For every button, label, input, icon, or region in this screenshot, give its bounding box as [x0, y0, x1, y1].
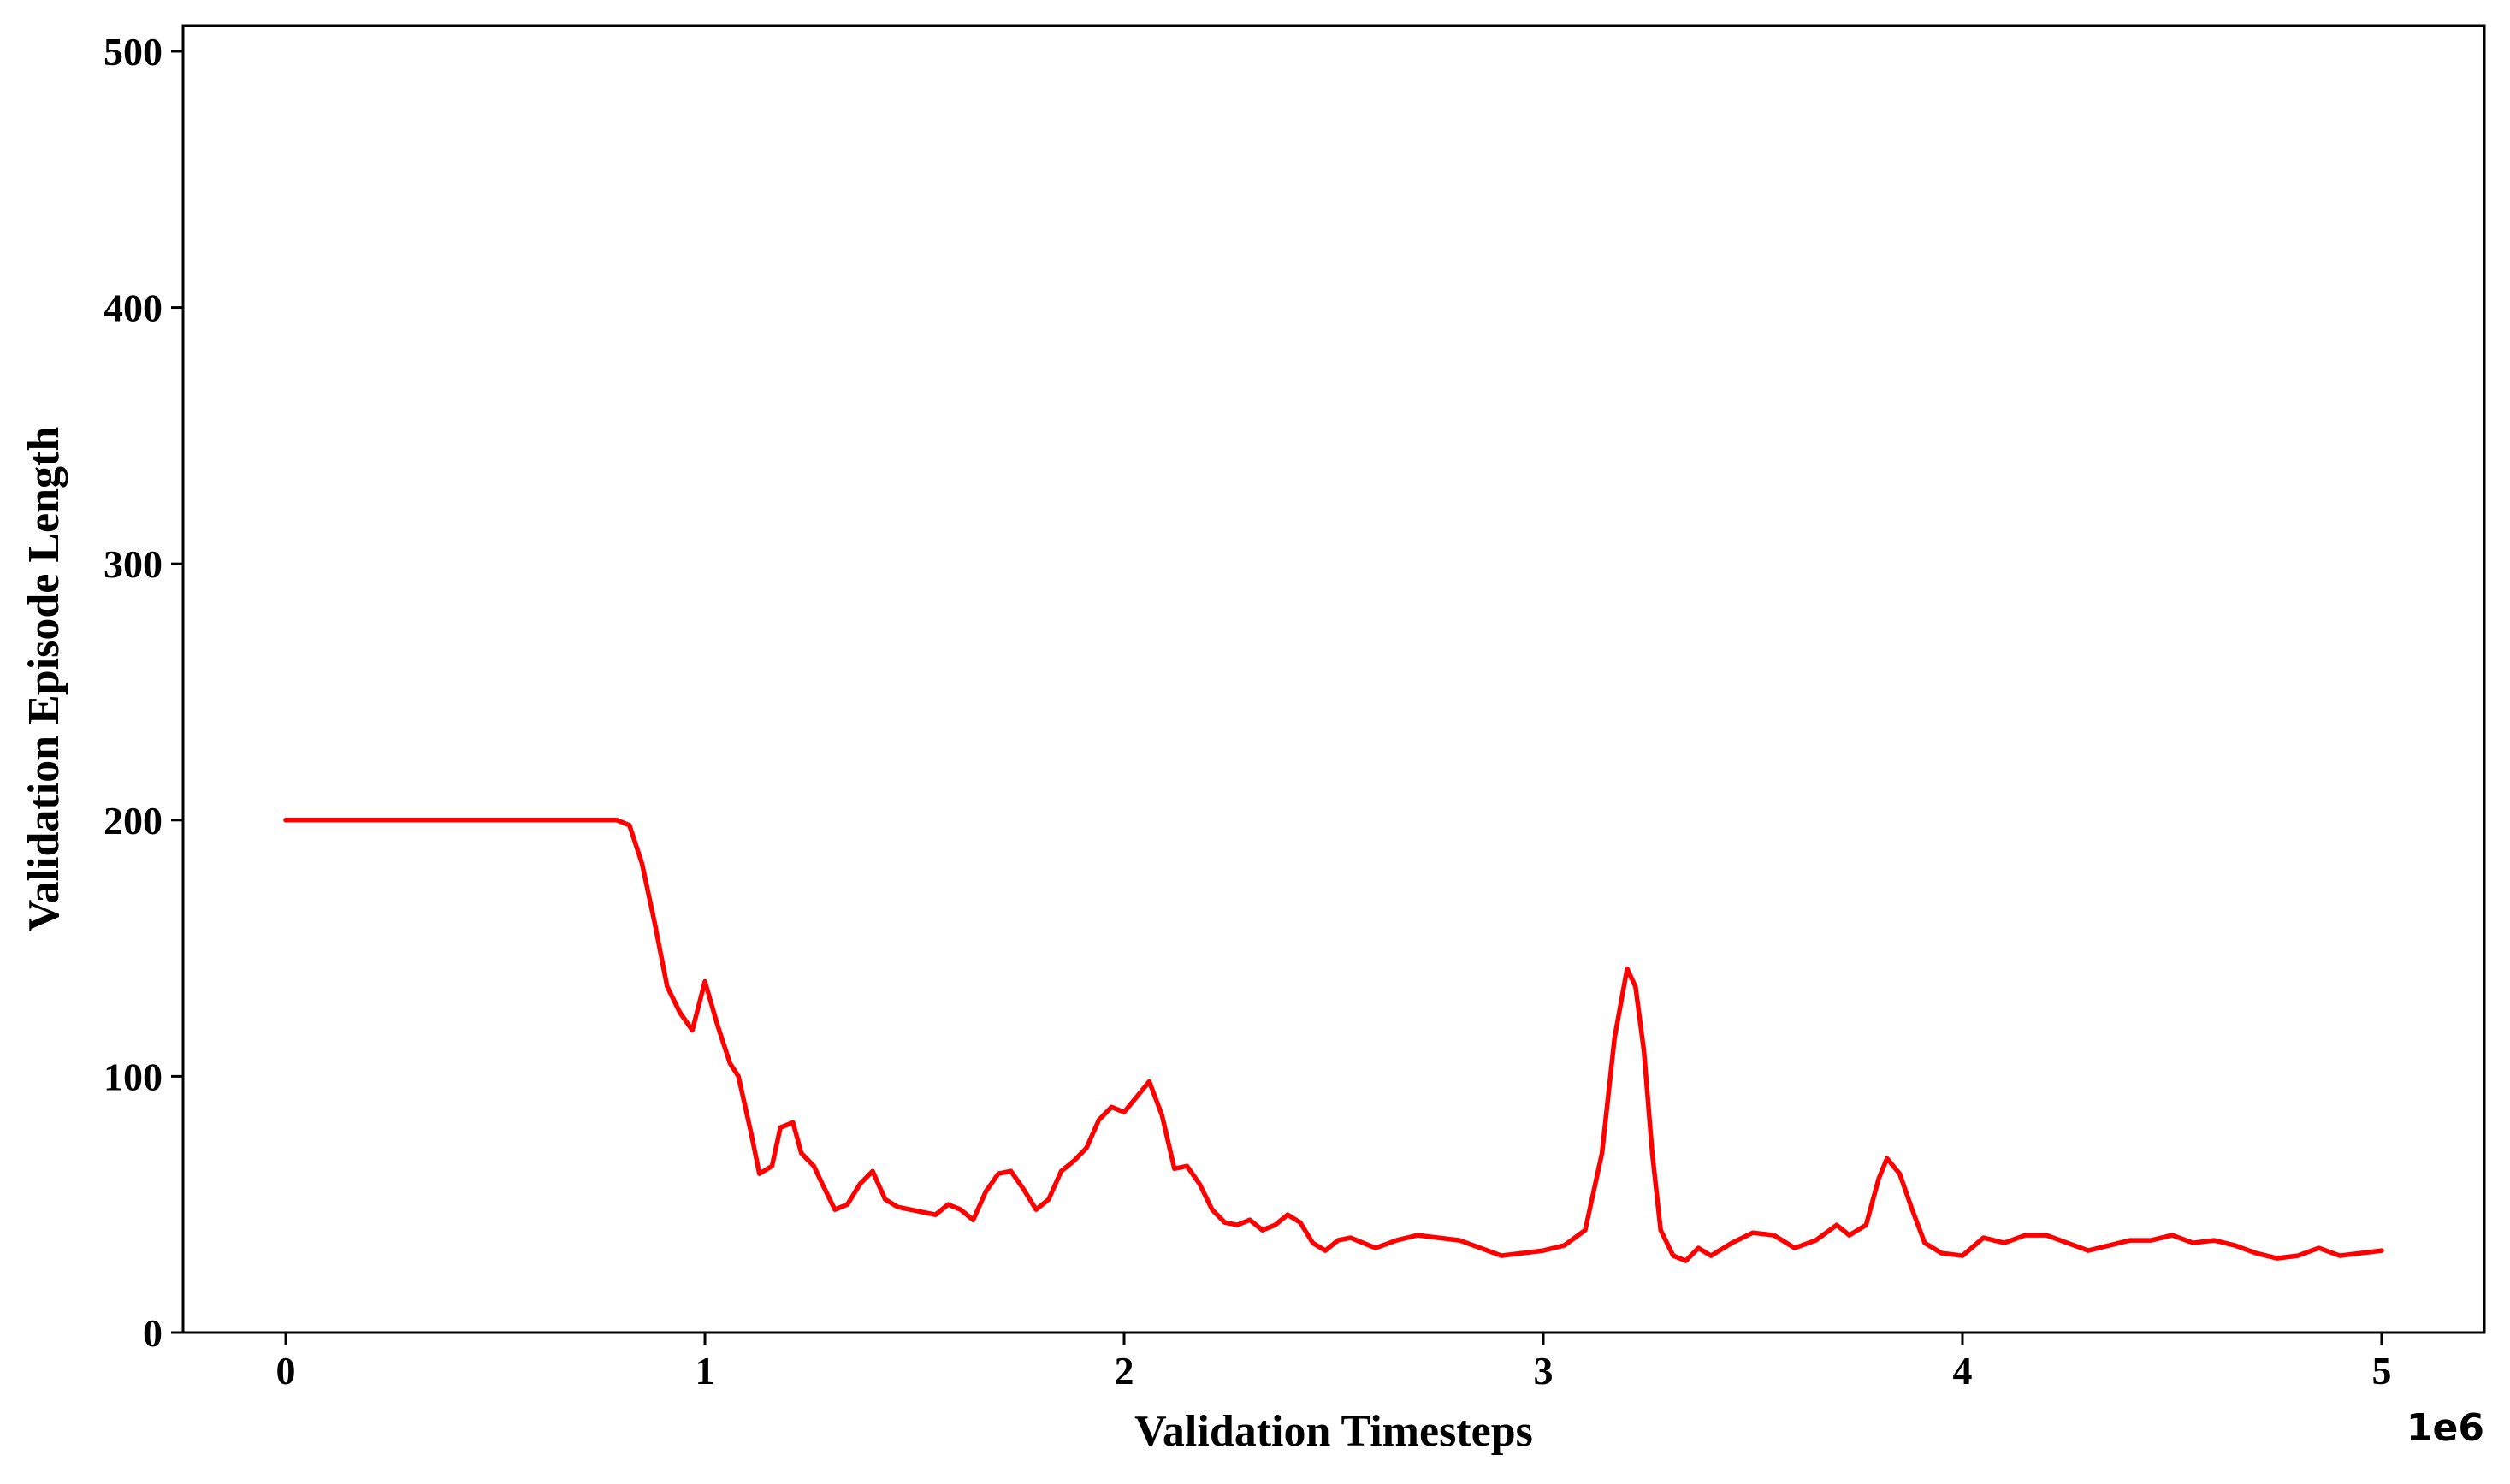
x-tick-label: 5 — [2371, 1349, 2391, 1392]
y-tick-label: 100 — [104, 1055, 163, 1098]
x-axis-offset-label: 1e6 — [2406, 1406, 2484, 1450]
x-axis-title: Validation Timesteps — [1134, 1407, 1533, 1456]
x-tick-label: 4 — [1952, 1349, 1972, 1392]
plot-border — [181, 24, 2486, 1334]
x-tick-label: 1 — [696, 1349, 715, 1392]
y-tick-label: 400 — [104, 287, 163, 330]
x-tick-label: 3 — [1533, 1349, 1553, 1392]
x-tick-label: 0 — [276, 1349, 296, 1392]
x-tick-label: 2 — [1115, 1349, 1134, 1392]
y-tick-label: 500 — [104, 30, 163, 74]
series-line — [283, 818, 2384, 1263]
y-tick-label: 300 — [104, 542, 163, 586]
y-axis-title: Validation Episode Length — [20, 427, 68, 932]
plot-area — [181, 24, 2486, 1334]
y-tick-label: 0 — [143, 1311, 163, 1355]
y-tick-label: 200 — [104, 799, 163, 843]
y-axis-ticks: 0 100 200 300 400 500 — [104, 30, 183, 1355]
x-axis-ticks: 0 1 2 3 4 5 — [276, 1333, 2391, 1392]
